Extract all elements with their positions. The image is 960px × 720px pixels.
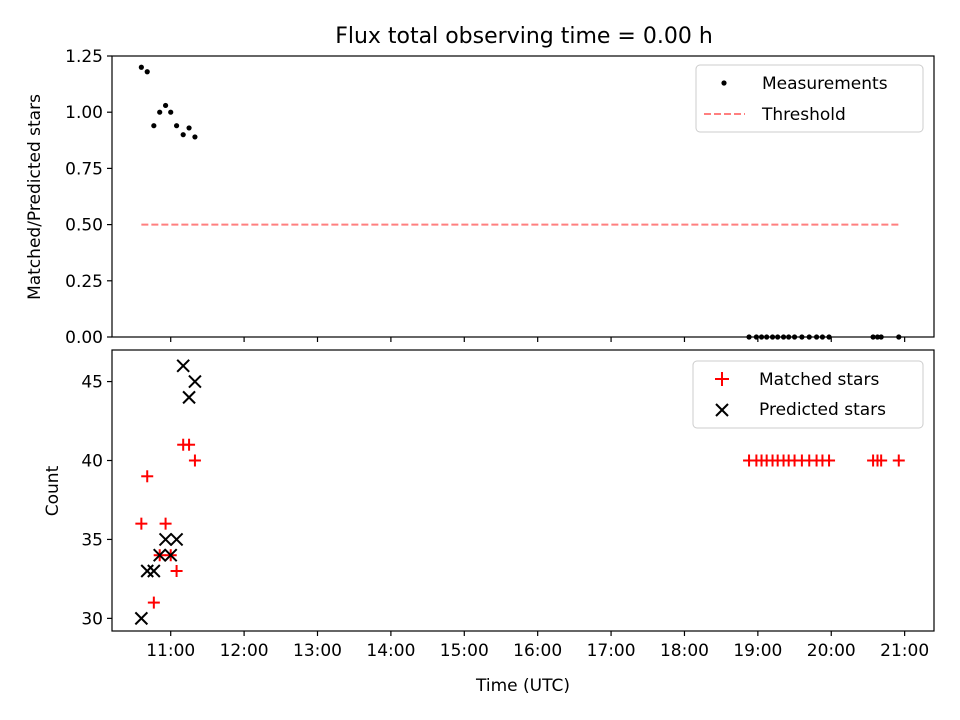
matched-star-point bbox=[147, 596, 160, 609]
matched-star-point bbox=[141, 470, 154, 483]
x-tick-label: 21:00 bbox=[880, 641, 929, 661]
matched-legend-marker bbox=[715, 372, 729, 386]
predicted-legend-label: Predicted stars bbox=[759, 400, 886, 420]
matched-star-point bbox=[892, 454, 905, 467]
measurement-point bbox=[144, 69, 150, 75]
count-y-tick-label: 45 bbox=[81, 373, 103, 393]
ratio-x-ticks bbox=[170, 337, 906, 342]
matched-star-point bbox=[170, 565, 183, 578]
measurement-point bbox=[151, 123, 157, 129]
matched-star-point bbox=[159, 517, 172, 530]
predicted-star-point bbox=[147, 564, 161, 578]
matched-star-point bbox=[188, 454, 201, 467]
measurement-point bbox=[192, 134, 198, 140]
count-legend-box bbox=[692, 360, 924, 429]
ratio-legend-box bbox=[695, 64, 924, 133]
count-y-ticks: 30 35 40 45 bbox=[81, 373, 112, 629]
predicted-star-point bbox=[134, 611, 149, 626]
count-x-ticks: 11:00 12:00 13:00 14:00 15:00 16:00 17:00 18:00… bbox=[146, 631, 929, 661]
predicted-star-point bbox=[169, 532, 184, 547]
ratio-legend: Measurements Threshold bbox=[695, 64, 924, 133]
x-tick-label: 11:00 bbox=[146, 641, 195, 661]
predicted-star-point bbox=[152, 548, 167, 562]
measurement-point bbox=[180, 132, 186, 138]
matched-star-point bbox=[135, 517, 148, 530]
x-tick-label: 20:00 bbox=[807, 641, 856, 661]
measurement-point bbox=[168, 109, 174, 115]
x-tick-label: 17:00 bbox=[587, 641, 636, 661]
count-legend: Matched stars Predicted stars bbox=[692, 360, 924, 429]
count-y-tick-label: 40 bbox=[81, 452, 103, 472]
count-plot-area bbox=[134, 359, 905, 626]
x-tick-label: 16:00 bbox=[513, 641, 562, 661]
ratio-y-tick-label: 0.75 bbox=[65, 159, 103, 179]
measurement-point bbox=[138, 64, 144, 70]
measurement-point bbox=[173, 123, 180, 129]
matched-star-point bbox=[875, 454, 888, 467]
chart-title: Flux total observing time = 0.00 h bbox=[335, 24, 713, 49]
measurement-point bbox=[186, 125, 192, 131]
count-y-axis-label: Count bbox=[43, 465, 63, 516]
x-tick-label: 14:00 bbox=[366, 641, 415, 661]
count-y-tick-label: 30 bbox=[81, 609, 103, 629]
ratio-y-tick-label: 0.00 bbox=[65, 328, 103, 348]
measurement-point bbox=[157, 109, 163, 115]
measurement-point bbox=[162, 102, 169, 109]
predicted-star-point bbox=[182, 390, 196, 405]
matched-star-point bbox=[823, 454, 836, 467]
predicted-star-point bbox=[176, 359, 190, 373]
x-axis-label: Time (UTC) bbox=[475, 676, 570, 696]
x-tick-label: 19:00 bbox=[733, 641, 782, 661]
x-tick-label: 18:00 bbox=[660, 641, 709, 661]
ratio-y-tick-label: 0.25 bbox=[65, 272, 103, 292]
predicted-legend-marker bbox=[715, 403, 729, 417]
x-tick-label: 15:00 bbox=[440, 641, 489, 661]
ratio-y-ticks: 0.00 0.25 0.50 0.75 1.00 1.25 bbox=[65, 47, 112, 348]
ratio-panel: 0.00 0.25 0.50 0.75 1.00 1.25 Matched/Predict… bbox=[25, 47, 935, 348]
measurements-legend-label: Measurements bbox=[762, 74, 888, 94]
ratio-axes-frame bbox=[111, 55, 935, 338]
predicted-star-point bbox=[158, 532, 173, 547]
ratio-y-tick-label: 1.00 bbox=[65, 103, 103, 123]
ratio-y-axis-label: Matched/Predicted stars bbox=[25, 94, 45, 300]
measurements-legend-marker bbox=[721, 80, 727, 86]
matched-legend-label: Matched stars bbox=[759, 370, 879, 390]
predicted-star-point bbox=[140, 564, 154, 578]
ratio-y-tick-label: 1.25 bbox=[65, 47, 103, 67]
predicted-star-point bbox=[164, 548, 178, 562]
count-y-tick-label: 35 bbox=[81, 530, 103, 550]
threshold-legend-label: Threshold bbox=[761, 105, 846, 125]
x-tick-label: 13:00 bbox=[293, 641, 342, 661]
ratio-y-tick-label: 0.50 bbox=[65, 216, 103, 236]
matched-star-point bbox=[183, 438, 196, 451]
count-axes-frame bbox=[111, 349, 935, 632]
x-tick-label: 12:00 bbox=[220, 641, 269, 661]
predicted-star-point bbox=[188, 374, 202, 389]
